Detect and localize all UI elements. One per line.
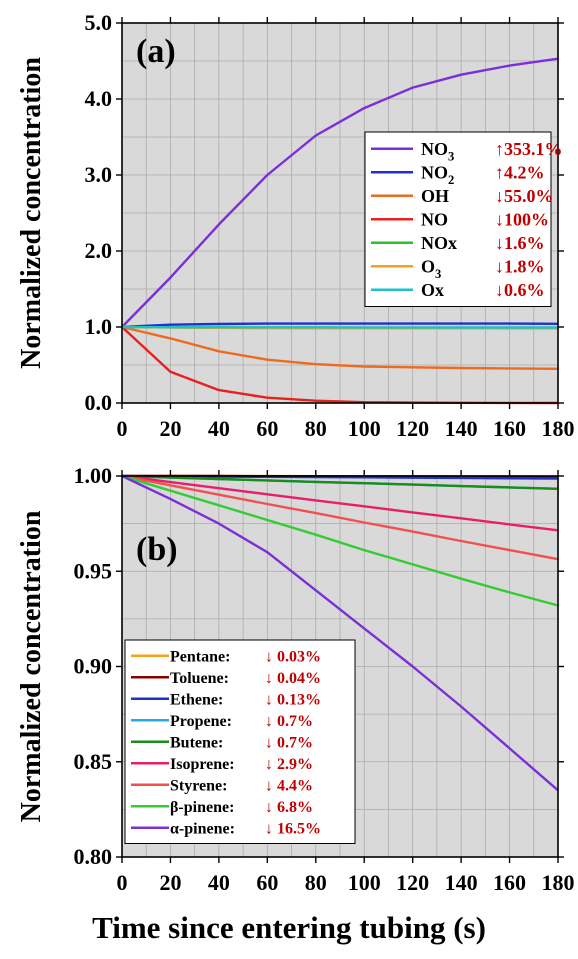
plot-frame [121, 22, 559, 404]
y-tick-label: 0.95 [74, 558, 113, 583]
legend-label: Propene: [170, 713, 232, 730]
series-line-1 [121, 322, 559, 329]
legend-change: ↑4.2% [495, 163, 545, 183]
legend-change: ↓ 0.7% [265, 713, 313, 730]
legend-label: Ox [421, 280, 444, 300]
y-tick-label: 0.0 [85, 390, 113, 415]
y-tick-label: 5.0 [85, 10, 113, 35]
legend-label: Butene: [170, 734, 223, 751]
legend-change: ↓100% [495, 210, 549, 230]
y-axis-label: Normalized concentration [16, 510, 47, 822]
series-line-6 [121, 474, 559, 561]
legend-change: ↓0.6% [495, 280, 545, 300]
y-tick-label: 1.00 [74, 463, 113, 488]
x-tick-label: 120 [396, 870, 429, 895]
series-line-2 [121, 325, 559, 370]
legend-label: β-pinene: [170, 799, 234, 816]
legend-label: Pentane: [170, 648, 230, 665]
legend-label: Styrene: [170, 777, 227, 794]
legend-change: ↓ 4.4% [265, 777, 313, 794]
legend-change: ↓ 0.7% [265, 734, 313, 751]
x-tick-label: 100 [348, 416, 381, 441]
x-tick-label: 60 [256, 416, 278, 441]
x-tick-label: 120 [396, 416, 429, 441]
legend-change: ↓ 0.04% [265, 670, 321, 687]
x-tick-label: 60 [256, 870, 278, 895]
legend-label: Ethene: [170, 691, 223, 708]
y-tick-label: 0.80 [74, 844, 113, 869]
legend: NO3 ↑353.1%NO2 ↑4.2%OH ↓55.0%NO ↓100%NOx ↓1.6… [364, 131, 563, 307]
series-line-4 [121, 474, 559, 490]
x-tick-label: 180 [542, 416, 575, 441]
x-axis-label: Time since entering tubing (s) [92, 910, 486, 945]
x-tick-label: 0 [117, 416, 128, 441]
x-tick-label: 40 [208, 870, 230, 895]
x-tick-label: 20 [159, 870, 181, 895]
panel-0: 0 20 40 60 80 100 120 140 160 180 0.0 1.0 2.0 3.0 4.0 5… [16, 10, 575, 441]
series-line-0 [121, 57, 559, 328]
legend-label: α-pinene: [170, 820, 235, 837]
legend-label: Isoprene: [170, 756, 235, 773]
y-tick-label: 0.85 [74, 749, 113, 774]
x-tick-label: 160 [493, 416, 526, 441]
series-line-5 [121, 474, 559, 532]
panel-label: (a) [136, 33, 176, 70]
x-tick-label: 160 [493, 870, 526, 895]
legend-change: ↓ 0.13% [265, 691, 321, 708]
x-tick-label: 140 [445, 870, 478, 895]
y-tick-label: 2.0 [85, 238, 113, 263]
x-tick-label: 80 [305, 870, 327, 895]
legend-label: OH [421, 186, 449, 206]
legend-change: ↑353.1% [495, 139, 563, 159]
series-line-8 [121, 474, 559, 792]
y-tick-label: 1.0 [85, 314, 113, 339]
x-tick-label: 140 [445, 416, 478, 441]
legend-label: Toluene: [170, 670, 229, 687]
x-tick-label: 80 [305, 416, 327, 441]
y-tick-label: 0.90 [74, 654, 113, 679]
series-line-6 [121, 325, 558, 329]
legend-change: ↓ 0.03% [265, 648, 321, 665]
x-tick-label: 100 [348, 870, 381, 895]
x-tick-label: 0 [117, 870, 128, 895]
series-line-7 [121, 474, 559, 607]
panel-1: 0 20 40 60 80 100 120 140 160 180 0.80 0.85 0.90 0.95… [16, 463, 575, 895]
legend-change: ↓ 16.5% [265, 820, 321, 837]
legend-change: ↓1.8% [495, 257, 545, 277]
legend-change: ↓ 2.9% [265, 756, 313, 773]
y-tick-label: 4.0 [85, 86, 113, 111]
legend: Pentane: ↓ 0.03% Toluene: ↓ 0.04% Ethene: ↓ 0… [124, 639, 356, 844]
legend-change: ↓ 6.8% [265, 799, 313, 816]
y-tick-label: 3.0 [85, 162, 113, 187]
x-tick-label: 40 [208, 416, 230, 441]
x-tick-label: 180 [542, 870, 575, 895]
x-tick-label: 20 [159, 416, 181, 441]
legend-change: ↓1.6% [495, 233, 545, 253]
legend-label: NO [421, 210, 448, 230]
y-axis-label: Normalized concentration [16, 57, 47, 369]
legend-label: NOx [421, 233, 457, 253]
legend-change: ↓55.0% [495, 186, 554, 206]
panel-label: (b) [136, 531, 178, 568]
